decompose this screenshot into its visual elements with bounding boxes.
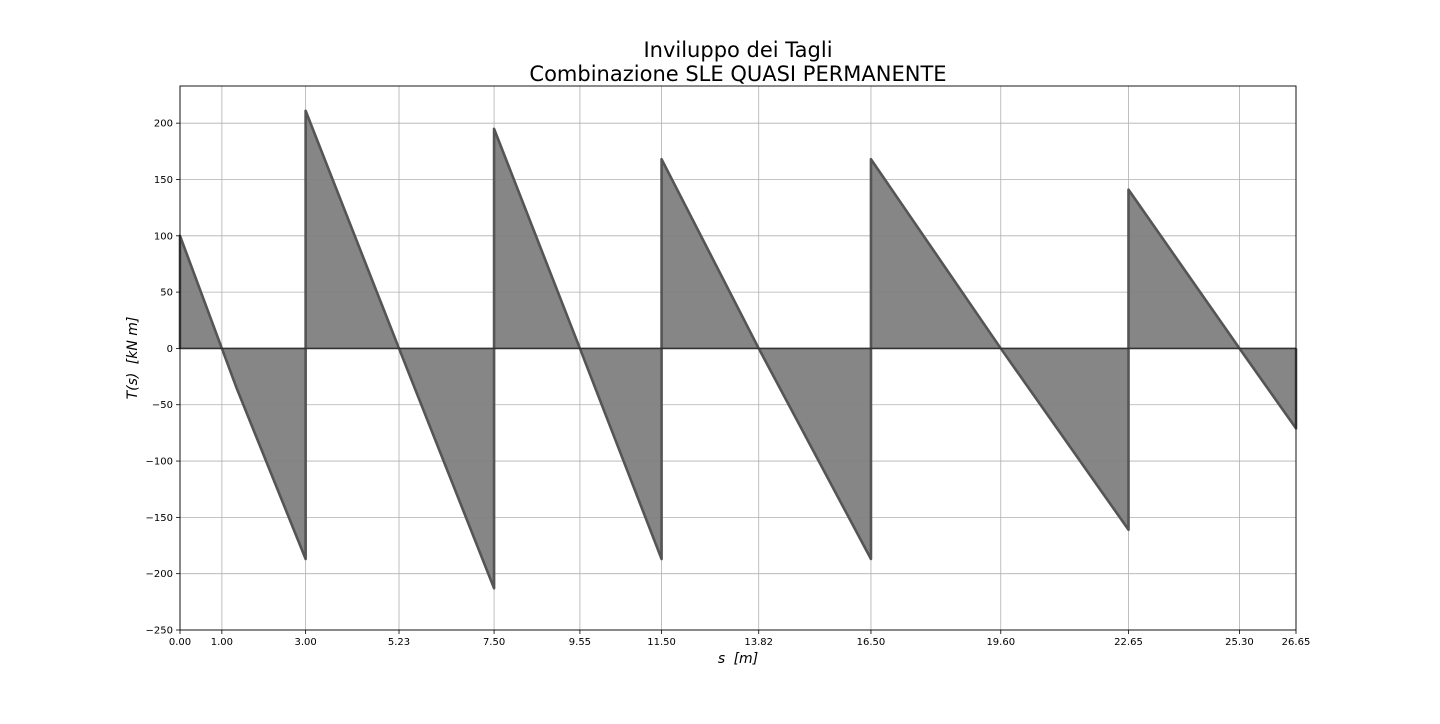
envelope-point xyxy=(660,558,663,560)
y-axis-label-symbol: T(s) xyxy=(125,373,141,400)
x-tick-label: 0.00 xyxy=(169,637,191,648)
tick-layer: 0.00 1.00 3.00 5.23 7.50 9.55 11.50 13.82 16.50 1… xyxy=(146,119,1311,648)
x-tick-label: 5.23 xyxy=(388,637,410,648)
x-tick-label: 22.65 xyxy=(1114,637,1143,648)
y-tick-label: 50 xyxy=(160,288,173,299)
y-axis-label-unit: [kN m] xyxy=(125,317,141,365)
shear-envelope-area xyxy=(180,110,1296,589)
envelope-point xyxy=(870,158,872,161)
envelope-point xyxy=(1127,528,1130,531)
x-tick-label: 7.50 xyxy=(483,637,505,648)
y-tick-label: 150 xyxy=(154,175,173,186)
x-tick-label: 19.60 xyxy=(986,637,1015,648)
envelope-layer xyxy=(178,109,1298,590)
x-axis-label-unit: [m] xyxy=(734,651,759,667)
x-tick-label: 13.82 xyxy=(744,637,773,648)
envelope-point xyxy=(493,587,495,590)
y-tick-label: 0 xyxy=(167,344,173,355)
x-tick-label: 26.65 xyxy=(1282,637,1311,648)
x-axis-label: s [m] xyxy=(718,651,758,667)
y-tick-label: −50 xyxy=(152,400,173,411)
chart-title-line-2: Combinazione SLE QUASI PERMANENTE xyxy=(529,62,946,86)
y-tick-label: 200 xyxy=(154,119,173,130)
plot-frame xyxy=(179,85,1297,631)
envelope-point xyxy=(304,109,307,112)
envelope-point xyxy=(493,127,495,130)
frame-layer xyxy=(179,85,1297,631)
x-tick-label: 9.55 xyxy=(569,637,591,648)
y-tick-label: −150 xyxy=(146,513,173,524)
envelope-point xyxy=(1127,188,1130,191)
x-tick-label: 11.50 xyxy=(647,637,676,648)
x-tick-label: 1.00 xyxy=(211,637,233,648)
chart-title-line-1: Inviluppo dei Tagli xyxy=(643,38,832,62)
x-axis-label-symbol: s xyxy=(718,651,725,667)
x-tick-label: 25.30 xyxy=(1225,637,1254,648)
envelope-point xyxy=(870,558,872,560)
y-tick-label: −250 xyxy=(146,626,173,637)
x-tick-label: 3.00 xyxy=(294,637,316,648)
y-axis-label: T(s) [kN m] xyxy=(125,317,141,400)
envelope-point xyxy=(304,558,307,560)
envelope-point xyxy=(235,387,238,389)
x-tick-label: 16.50 xyxy=(857,637,886,648)
envelope-point xyxy=(660,158,663,161)
y-tick-label: −100 xyxy=(146,457,173,468)
y-tick-label: −200 xyxy=(146,569,173,580)
y-tick-label: 100 xyxy=(154,231,173,242)
